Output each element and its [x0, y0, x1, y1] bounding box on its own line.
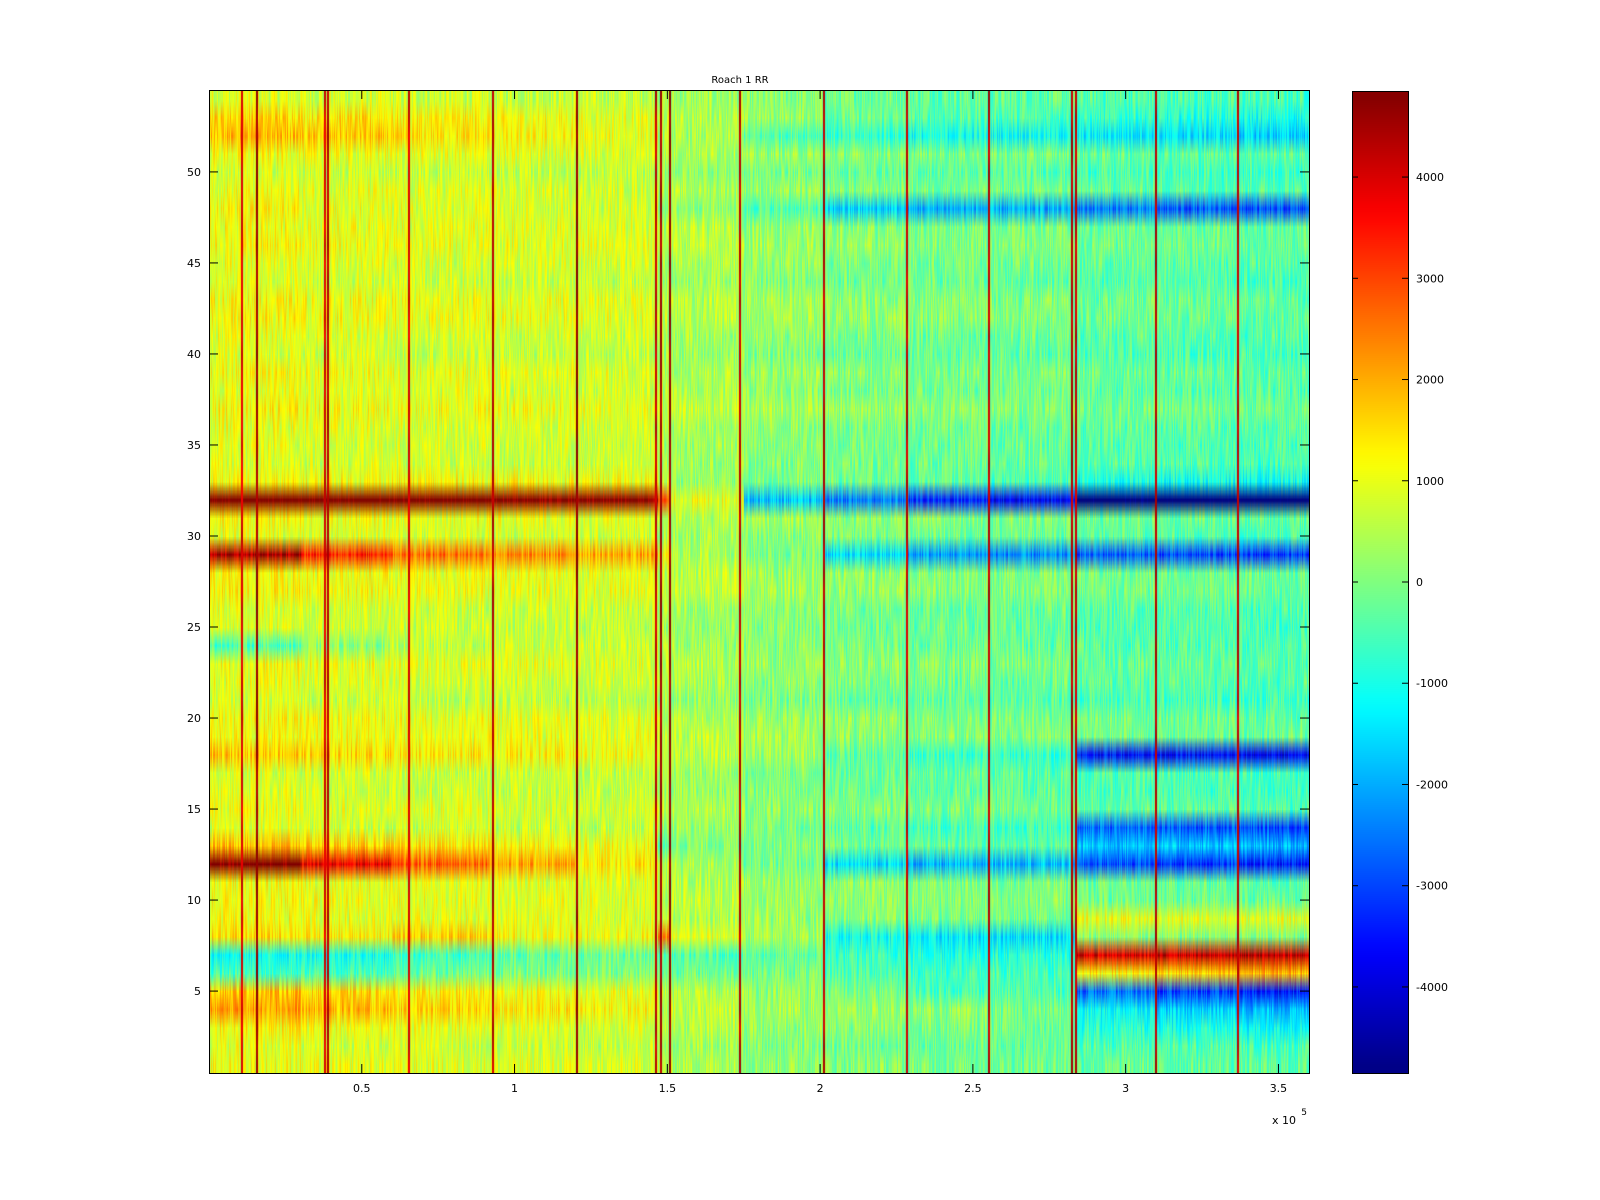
x-axis-exponent-base: x 10	[1272, 1114, 1296, 1127]
colorbar-tick-label: -2000	[1416, 778, 1448, 791]
chart-title: Roach 1 RR	[711, 75, 768, 86]
colorbar-tick-label: 1000	[1416, 475, 1444, 488]
y-tick-label: 5	[194, 985, 201, 998]
y-tick-label: 30	[187, 530, 201, 543]
y-tick-label: 10	[187, 894, 201, 907]
x-tick-label: 2	[817, 1082, 824, 1095]
x-axis: 0.5 1 1.5 2 2.5 3 3.5	[353, 90, 1287, 1095]
heatmap	[209, 90, 1309, 1073]
y-tick-label: 50	[187, 166, 201, 179]
y-tick-label: 25	[187, 621, 201, 634]
x-tick-label: 3.5	[1270, 1082, 1288, 1095]
y-tick-label: 40	[187, 348, 201, 361]
y-tick-label: 20	[187, 712, 201, 725]
x-tick-label: 2.5	[964, 1082, 982, 1095]
x-tick-label: 1	[511, 1082, 518, 1095]
colorbar-tick-label: 2000	[1416, 374, 1444, 387]
x-tick-label: 0.5	[353, 1082, 371, 1095]
y-tick-label: 15	[187, 803, 201, 816]
colorbar-tick-label: -3000	[1416, 880, 1448, 893]
x-axis-exponent-power: 5	[1301, 1108, 1307, 1118]
colorbar-tick-label: -1000	[1416, 677, 1448, 690]
y-axis: 5 10 15 20 25 30 35 40 45 50	[187, 166, 1309, 998]
colorbar-tick-label: 3000	[1416, 272, 1444, 285]
plot-frame	[209, 90, 1310, 1074]
colorbar: 4000 3000 2000 1000 0 -1000 -2000 -3000 -4000	[1352, 91, 1448, 1074]
heatmap-image	[209, 90, 1309, 1073]
y-tick-label: 35	[187, 439, 201, 452]
x-tick-label: 1.5	[659, 1082, 677, 1095]
y-tick-label: 45	[187, 257, 201, 270]
x-tick-label: 3	[1122, 1082, 1129, 1095]
colorbar-ticks: 4000 3000 2000 1000 0 -1000 -2000 -3000 -4000	[1352, 171, 1448, 994]
colorbar-tick-label: -4000	[1416, 981, 1448, 994]
colorbar-gradient	[1352, 91, 1408, 1073]
colorbar-tick-label: 0	[1416, 576, 1423, 589]
colorbar-tick-label: 4000	[1416, 171, 1444, 184]
